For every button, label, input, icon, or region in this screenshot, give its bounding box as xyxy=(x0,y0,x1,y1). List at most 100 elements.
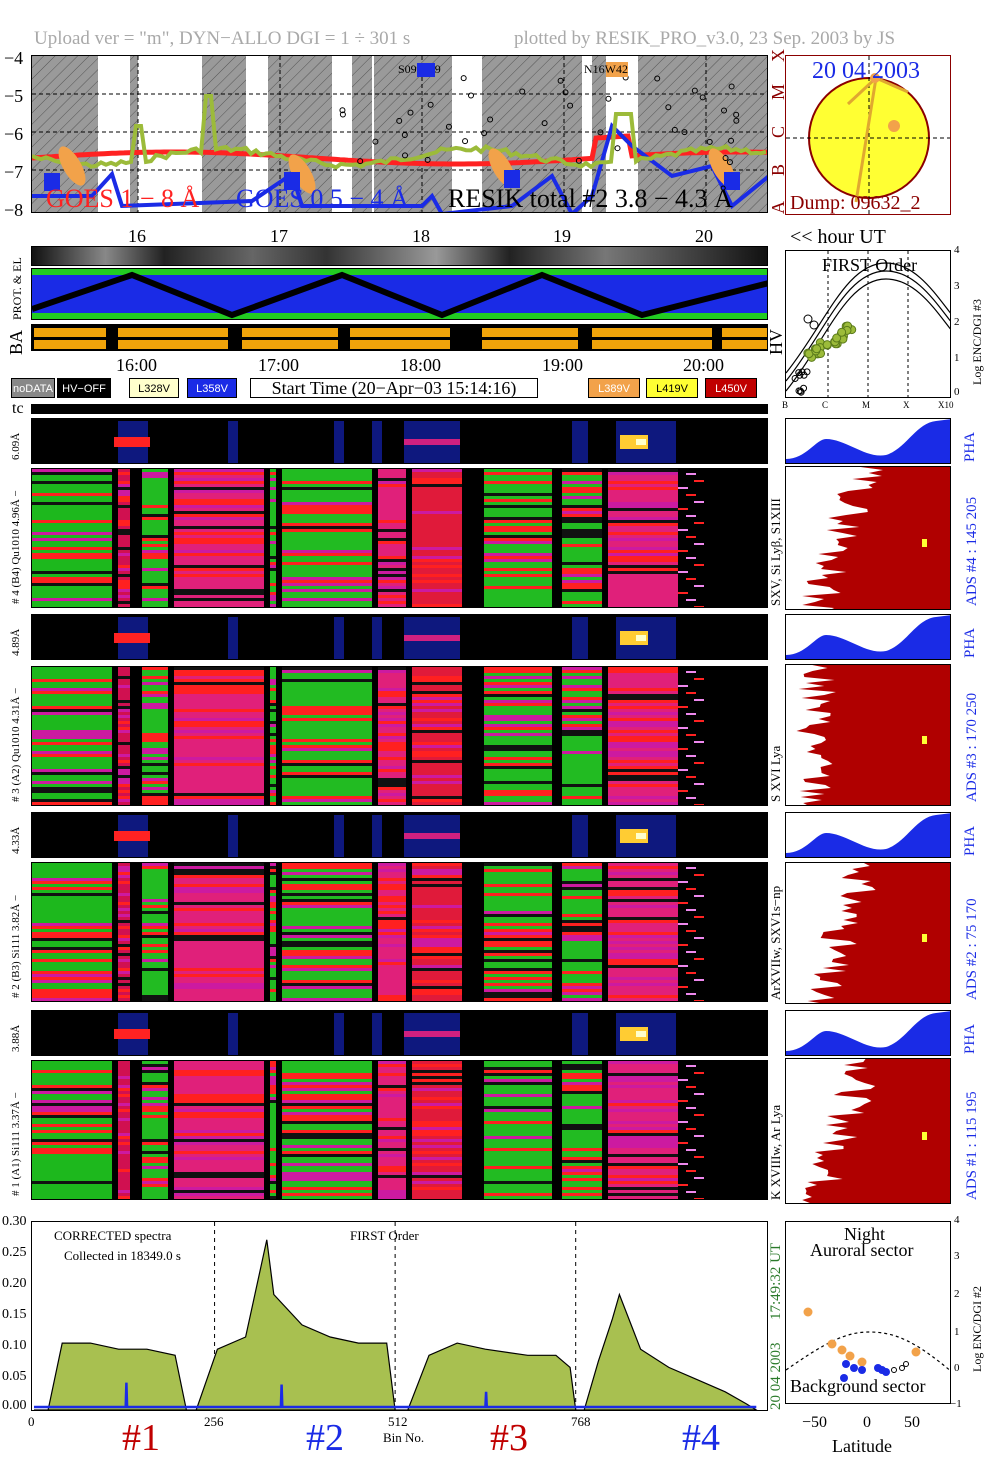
goes-y-tick: −6 xyxy=(4,124,24,144)
active-region-marker xyxy=(870,73,880,83)
el-strip xyxy=(31,246,768,266)
header-left: Upload ver = "m", DYN−ALLO DGI = 1 ÷ 301… xyxy=(34,28,411,49)
region2-label: N16W42 xyxy=(584,62,628,77)
ads-label: ADS #2 : 75 170 xyxy=(964,898,980,1000)
side-pha-4 xyxy=(785,418,951,464)
ads-label: ADS #4 : 145 205 xyxy=(964,496,980,606)
fo-y-label: Log ENC/DGI #3 xyxy=(970,299,984,385)
lat-y-tick: 3 xyxy=(954,1250,960,1262)
goes-y-tick: −4 xyxy=(4,48,24,68)
lat-xlabel: Latitude xyxy=(832,1436,892,1456)
side-ads-3 xyxy=(785,664,951,806)
region1-label: S09 9 xyxy=(398,62,441,78)
pha-label: PHA xyxy=(962,1023,978,1054)
spectrogram-2 xyxy=(31,862,768,1002)
spectrum-time: 20 04 2003 17:49:32 UT xyxy=(768,1242,784,1410)
fo-y-tick: 1 xyxy=(954,352,960,364)
time-label: 19:00 xyxy=(542,355,584,375)
ba-strip xyxy=(31,324,768,351)
legend-l328: L328V xyxy=(129,378,179,398)
lat-y-tick: −1 xyxy=(950,1398,962,1410)
spectrum-area xyxy=(34,1239,758,1410)
fo-y-tick: 0 xyxy=(954,386,960,398)
spectrogram-label: # 2 (B3) Si111 3.82Å − xyxy=(10,894,22,998)
lat-x-tick: −50 xyxy=(802,1414,828,1431)
legend-l450: L450V xyxy=(705,378,757,398)
lat-y-tick: 0 xyxy=(954,1362,960,1374)
lat-y-label: Log ENC/DGI #2 xyxy=(970,1286,984,1372)
time-label: 20:00 xyxy=(683,355,725,375)
fo-y-tick: 3 xyxy=(954,280,960,292)
sun-disk xyxy=(786,56,950,214)
header: Upload ver = "m", DYN−ALLO DGI = 1 ÷ 301… xyxy=(0,0,1004,49)
side-pha-3 xyxy=(785,614,951,660)
goes-y-tick: −8 xyxy=(4,200,24,220)
pha-wavelength-label: 4.89Å xyxy=(10,628,22,656)
pha-strip-3 xyxy=(31,614,768,660)
fo-y-tick: 4 xyxy=(954,244,960,256)
fo-x-tick: B xyxy=(782,400,789,410)
first-order-title: FIRST Order xyxy=(822,255,918,275)
channel-label-1: #1 xyxy=(122,1417,160,1459)
hv-label: HV xyxy=(766,329,786,355)
lat-x-tick: 0 xyxy=(863,1414,871,1431)
lat-y-tick: 4 xyxy=(954,1214,960,1226)
ba-label: BA xyxy=(6,329,26,355)
channel-label-3: #3 xyxy=(490,1417,528,1459)
time-label: 18:00 xyxy=(400,355,442,375)
pha-wavelength-label: 6.09Å xyxy=(10,432,22,460)
ads-label: ADS #1 : 115 195 xyxy=(964,1091,980,1200)
pha-wavelength-label: 3.88Å xyxy=(10,1024,22,1052)
spectrum-y-tick: 0.15 xyxy=(2,1307,27,1322)
spectrogram-label: # 1 (A1) Si111 3.37Å − xyxy=(10,1092,22,1196)
goes-y-tick: −7 xyxy=(4,162,24,182)
pha-label: PHA xyxy=(962,627,978,658)
spectrum-annotation2: Collected in 18349.0 s xyxy=(64,1248,181,1263)
fo-x-tick: X10 xyxy=(938,400,954,410)
spectrum-annotation1: CORRECTED spectra xyxy=(54,1228,172,1243)
legend-hvoff: HV−OFF xyxy=(57,378,111,398)
pha-strip-4 xyxy=(31,418,768,464)
line-id-label: ArXVIIw, SXV1s−np xyxy=(768,885,783,1000)
hour-label: 16 xyxy=(128,226,146,246)
spectrum-y-tick: 0.05 xyxy=(2,1369,27,1384)
spectrogram-3 xyxy=(31,666,768,806)
spectrum-panel: CORRECTED spectra Collected in 18349.0 s… xyxy=(31,1221,768,1411)
active-region-marker xyxy=(888,120,900,132)
side-ads-1 xyxy=(785,1058,951,1204)
goes-lightcurve-plot xyxy=(32,56,767,212)
latitude-title1: Night xyxy=(844,1224,886,1244)
time-label: 16:00 xyxy=(116,355,158,375)
goes18-legend: GOES 1 − 8 Å xyxy=(46,184,200,213)
spectrum-annotation3: FIRST Order xyxy=(350,1228,419,1243)
prot-strip xyxy=(31,268,768,320)
channel-label-4: #4 xyxy=(682,1417,720,1459)
latitude-points xyxy=(803,1307,921,1382)
goes-y-tick: −5 xyxy=(4,86,24,106)
line-id-label: S XVI Lya xyxy=(768,745,783,802)
spectrum-y-tick: 0.20 xyxy=(2,1276,27,1291)
pha-label: PHA xyxy=(962,825,978,856)
line-id-label: SXV, Si Lyβ, S1XIII xyxy=(768,498,783,606)
spectrum-y-tick: 0.10 xyxy=(2,1338,27,1353)
side-pha-1 xyxy=(785,1010,951,1056)
sun-axis xyxy=(854,77,878,203)
fo-x-tick: X xyxy=(903,400,910,410)
time-label: 17:00 xyxy=(258,355,300,375)
goes054-legend: GOES 0.5 − 4 Å xyxy=(236,184,409,213)
side-ads-2 xyxy=(785,862,951,1004)
ba-overlay xyxy=(34,328,767,349)
hour-unit: << hour UT xyxy=(790,226,886,248)
ads-label: ADS #3 : 170 250 xyxy=(964,692,980,802)
sun-date: 20 04 2003 xyxy=(812,58,920,84)
sun-circle xyxy=(808,77,930,199)
side-ads-4 xyxy=(785,466,951,610)
pha-strip-2 xyxy=(31,812,768,858)
latitude-panel: Night Auroral sector Background sector xyxy=(785,1221,951,1404)
spectrogram-label: # 3 (A2) Qu1010 4.31Å − xyxy=(10,687,22,802)
prot-el-label: PROT. & EL xyxy=(10,257,24,320)
tc-strip xyxy=(31,404,768,414)
tc-label: tc xyxy=(12,400,24,417)
spectrum-x-tick: 0 xyxy=(28,1414,35,1429)
first-order-panel: FIRST Order xyxy=(785,250,951,398)
